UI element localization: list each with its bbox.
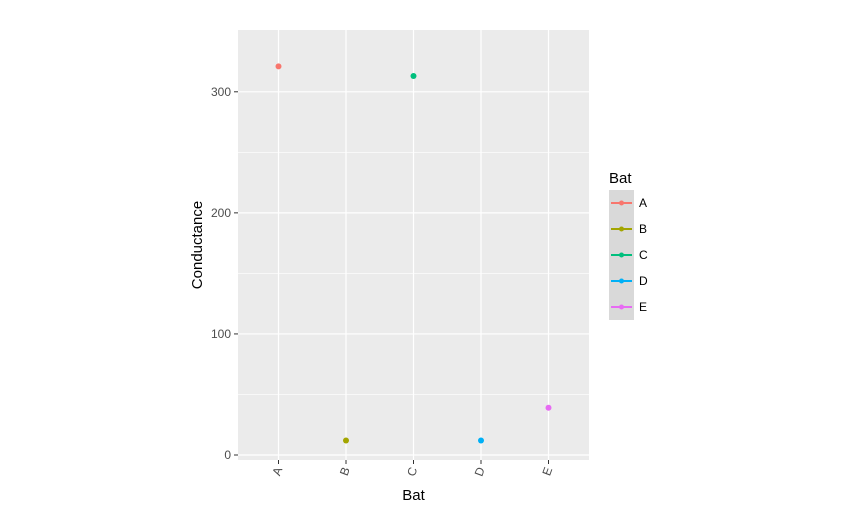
x-tick-label: E (539, 465, 555, 477)
x-axis-title: Bat (402, 487, 425, 504)
legend-point-C (619, 252, 624, 258)
data-point-D (478, 437, 484, 444)
legend-label-E: E (639, 300, 647, 314)
data-point-E (545, 404, 552, 411)
legend-point-E (619, 304, 624, 310)
data-points (275, 63, 552, 444)
legend-point-D (619, 278, 624, 284)
y-axis-title: Conductance (189, 201, 206, 289)
legend-label-C: C (639, 248, 648, 262)
y-tick-label: 0 (224, 448, 231, 462)
y-axis: 0 100 200 300 (211, 85, 238, 462)
y-tick-label: 200 (211, 206, 231, 220)
legend-point-A (619, 200, 624, 206)
x-tick-label: D (472, 465, 488, 478)
x-tick-label: A (269, 465, 285, 477)
legend-title: Bat (609, 170, 632, 187)
legend-point-B (619, 226, 624, 232)
legend-label-D: D (639, 274, 648, 288)
y-tick-label: 100 (211, 327, 231, 341)
legend-label-A: A (639, 196, 647, 210)
y-tick-label: 300 (211, 85, 231, 99)
data-point-A (275, 63, 282, 70)
legend-label-B: B (639, 222, 647, 236)
x-axis: A B C D E (269, 460, 555, 478)
grid-lines (238, 30, 589, 460)
data-point-C (410, 73, 417, 80)
data-point-B (343, 437, 349, 444)
x-tick-label: C (404, 465, 420, 478)
x-tick-label: B (337, 465, 353, 477)
